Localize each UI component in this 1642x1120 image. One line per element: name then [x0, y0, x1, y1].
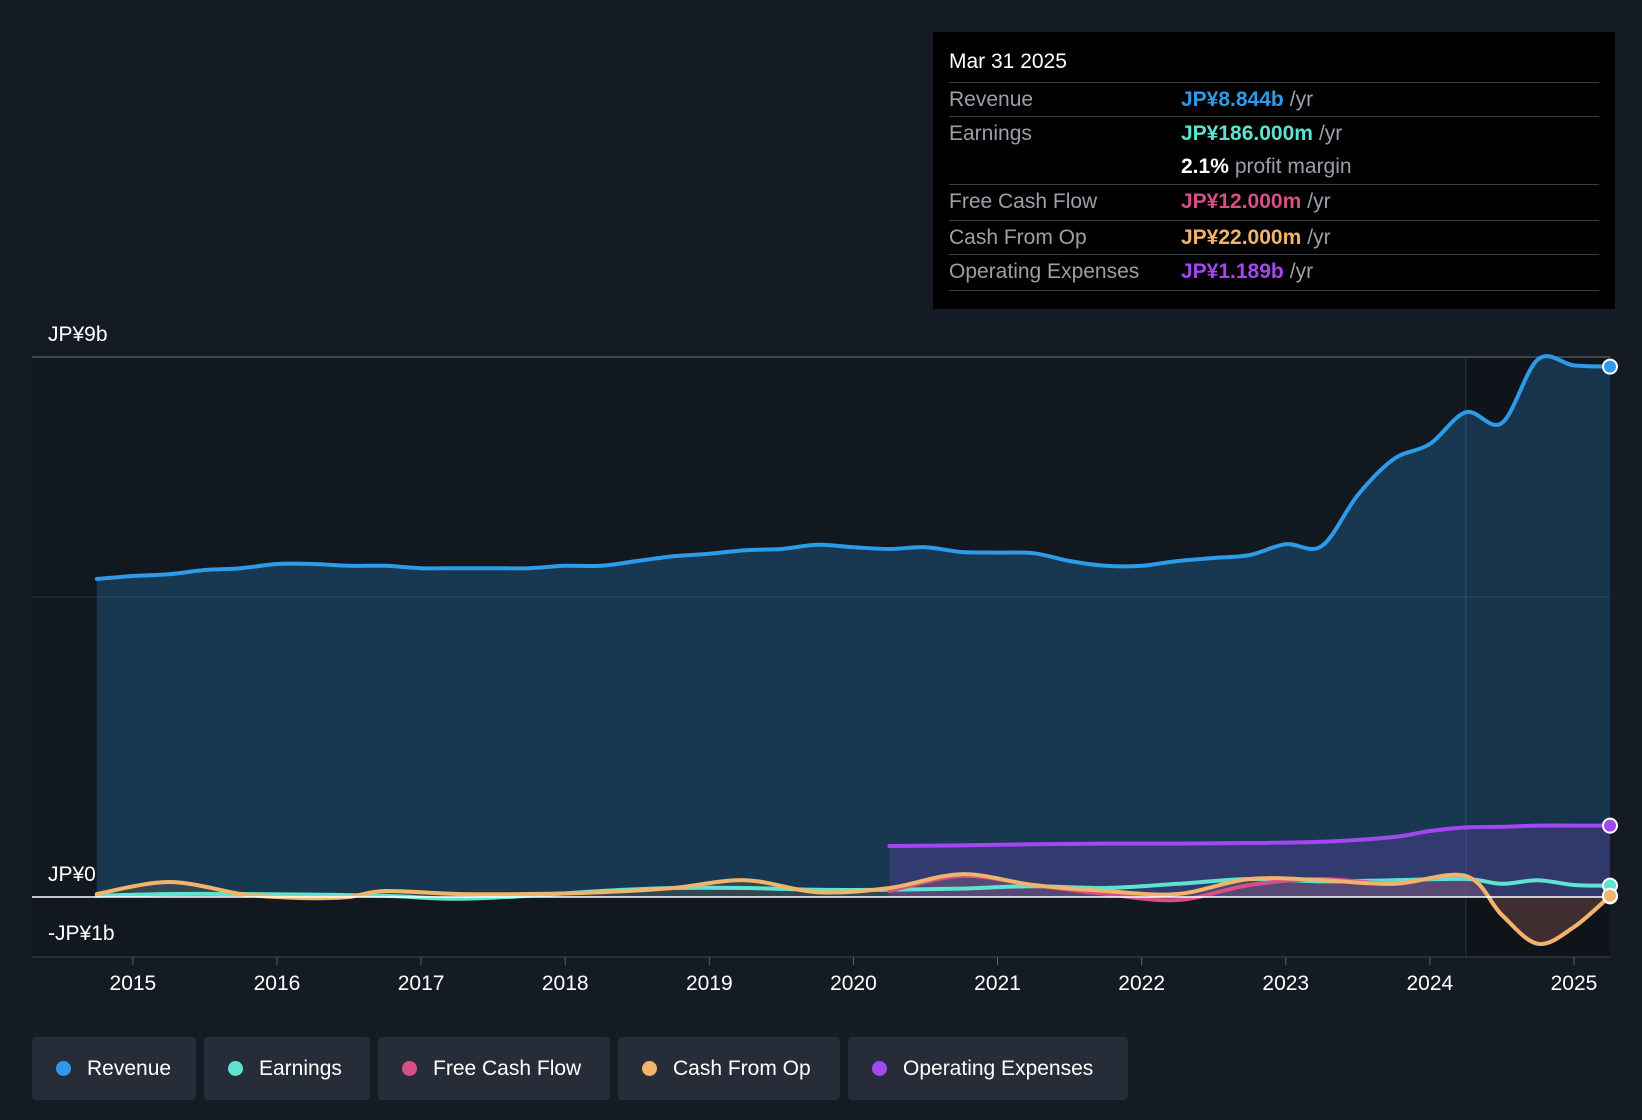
grid-lines [32, 356, 1610, 958]
cash-from-op-end-marker [1602, 887, 1618, 904]
x-axis-labels: 2015 2016 2017 2018 2019 2020 2021 2022 2023 2024… [110, 957, 1598, 995]
plot-background [32, 357, 1610, 957]
tooltip-divider [949, 290, 1599, 291]
operating-expenses-line [887, 823, 1612, 848]
legend-operating-expenses[interactable]: Operating Expenses [848, 1037, 1128, 1100]
tooltip-label: Free Cash Flow [949, 190, 1098, 213]
revenue-end-marker [1602, 358, 1618, 375]
series-lines [32, 354, 1612, 946]
x-tick-label: 2022 [1118, 972, 1165, 995]
legend-free-cash-flow[interactable]: Free Cash Flow [378, 1037, 610, 1100]
y-tick-label: -JP¥1b [48, 922, 115, 945]
x-tick-label: 2023 [1262, 972, 1309, 995]
hover-tooltip: Mar 31 2025 Revenue JP¥8.844b/yr Earning… [933, 32, 1615, 309]
cash-from-op-area [96, 874, 1610, 945]
tooltip-row-earnings: Earnings JP¥186.000m/yr [949, 116, 1599, 151]
x-tick-label: 2020 [830, 972, 877, 995]
legend-label: Operating Expenses [903, 1056, 1094, 1080]
series-end-markers [1602, 358, 1618, 905]
legend-cash-from-op[interactable]: Cash From Op [618, 1037, 840, 1100]
tooltip-label: Earnings [949, 122, 1032, 145]
x-tick-label: 2015 [110, 972, 157, 995]
tooltip-row-cash-from-op: Cash From Op JP¥22.000m/yr [949, 220, 1599, 255]
x-tick-label: 2024 [1407, 972, 1454, 995]
tooltip-label: Revenue [949, 88, 1034, 111]
x-tick-label: 2025 [1551, 972, 1598, 995]
y-tick-label: JP¥9b [48, 323, 108, 346]
legend-dot-icon [642, 1061, 657, 1076]
legend-label: Earnings [259, 1056, 342, 1080]
free-cash-flow-area [889, 874, 1610, 945]
legend-label: Cash From Op [673, 1056, 811, 1080]
legend-label: Revenue [87, 1056, 172, 1080]
x-tick-label: 2016 [254, 972, 301, 995]
legend-dot-icon [402, 1061, 417, 1076]
legend-dot-icon [872, 1061, 887, 1076]
revenue-line [94, 354, 1612, 581]
x-tick-label: 2019 [686, 972, 733, 995]
earnings-line [94, 876, 1612, 901]
x-tick-label: 2017 [398, 972, 445, 995]
tooltip-date: Mar 31 2025 [949, 50, 1067, 73]
legend-revenue[interactable]: Revenue [32, 1037, 196, 1100]
legend-earnings[interactable]: Earnings [204, 1037, 370, 1100]
tooltip-row-free-cash-flow: Free Cash Flow JP¥12.000m/yr [949, 184, 1599, 219]
tooltip-row-revenue: Revenue JP¥8.844b/yr [949, 82, 1599, 117]
y-axis-labels: JP¥9b JP¥0 -JP¥1b [48, 323, 115, 945]
tooltip-value: JP¥8.844b/yr [1181, 88, 1314, 111]
x-tick-label: 2021 [974, 972, 1021, 995]
y-tick-label: JP¥0 [48, 863, 96, 886]
tooltip-value: 2.1% profit margin [1181, 155, 1352, 178]
tooltip-value: JP¥186.000m/yr [1181, 122, 1343, 145]
tooltip-value: JP¥1.189b/yr [1181, 260, 1314, 283]
x-tick-label: 2018 [542, 972, 589, 995]
legend-dot-icon [56, 1061, 71, 1076]
highlight-region [1465, 357, 1610, 957]
tooltip-row-profit-margin: 2.1% profit margin [949, 150, 1599, 184]
cash-from-op-line [94, 872, 1612, 946]
tooltip-value: JP¥12.000m/yr [1181, 190, 1331, 213]
tooltip-label: Cash From Op [949, 226, 1087, 249]
operating-expenses-end-marker [1602, 817, 1618, 834]
legend-label: Free Cash Flow [433, 1056, 582, 1080]
tooltip-label: Operating Expenses [949, 260, 1140, 283]
revenue-area [96, 356, 1610, 897]
tooltip-row-operating-expenses: Operating Expenses JP¥1.189b/yr [949, 254, 1599, 289]
tooltip-value: JP¥22.000m/yr [1181, 226, 1331, 249]
legend-dot-icon [228, 1061, 243, 1076]
